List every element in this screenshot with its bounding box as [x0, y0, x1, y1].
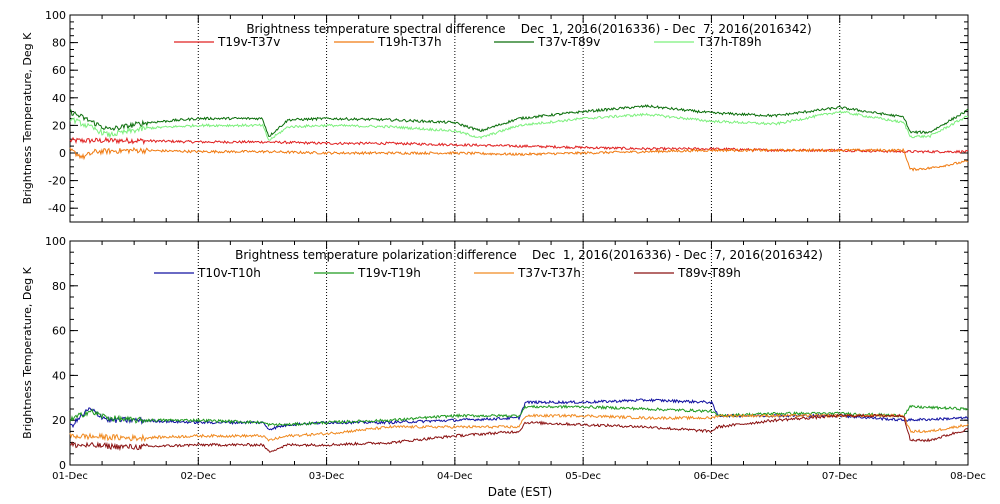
series-line: [69, 104, 969, 137]
legend-label: T37v-T37h: [517, 266, 581, 280]
series-line: [69, 109, 969, 141]
y-tick-label: 20: [52, 414, 66, 427]
y-tick-label: 60: [52, 325, 66, 338]
legend-label: T19v-T19h: [357, 266, 421, 280]
y-tick-label: 100: [45, 235, 66, 248]
legend-label: T19v-T37v: [217, 35, 280, 49]
x-tick-label: 03-Dec: [309, 471, 345, 482]
y-tick-label: 0: [59, 147, 66, 160]
legend-label: T37h-T89h: [697, 35, 762, 49]
chart-title: Brightness temperature spectral differen…: [246, 22, 811, 36]
y-axis-label: Brightness Temperature, Deg K: [21, 32, 34, 204]
x-tick-label: 07-Dec: [822, 471, 858, 482]
x-tick-label: 06-Dec: [694, 471, 730, 482]
chart-title: Brightness temperature polarization diff…: [235, 248, 823, 262]
y-tick-label: 40: [52, 92, 66, 105]
legend-label: T10v-T10h: [197, 266, 261, 280]
series-line: [69, 146, 969, 172]
y-tick-label: 80: [52, 280, 66, 293]
x-axis-label: Date (EST): [488, 485, 552, 499]
y-tick-label: -40: [48, 202, 66, 215]
x-tick-label: 01-Dec: [52, 471, 88, 482]
series-line: [69, 413, 969, 443]
x-tick-label: 08-Dec: [950, 471, 986, 482]
y-axis-label: Brightness Temperature, Deg K: [21, 266, 34, 438]
x-tick-label: 04-Dec: [437, 471, 473, 482]
x-tick-label: 02-Dec: [180, 471, 216, 482]
y-tick-label: 100: [45, 9, 66, 22]
series-line: [69, 404, 969, 428]
y-tick-label: 60: [52, 64, 66, 77]
series-line: [69, 413, 969, 453]
y-tick-label: -20: [48, 175, 66, 188]
legend-label: T89v-T89h: [677, 266, 741, 280]
spectral-difference-panel: -40 -20 0 20 40 60 80 100 Brightness Temperature…: [21, 9, 969, 223]
series-line: [69, 397, 969, 431]
y-tick-label: 40: [52, 369, 66, 382]
legend-label: T37v-T89v: [537, 35, 600, 49]
polarization-difference-panel: 0 20 40 60 80 100 01-Dec 02-Dec 03-Dec 04-Dec 05-D…: [21, 235, 986, 482]
y-tick-label: 20: [52, 119, 66, 132]
legend-label: T19h-T37h: [377, 35, 442, 49]
y-tick-label: 0: [59, 459, 66, 472]
y-tick-label: 80: [52, 37, 66, 50]
x-tick-label: 05-Dec: [565, 471, 601, 482]
